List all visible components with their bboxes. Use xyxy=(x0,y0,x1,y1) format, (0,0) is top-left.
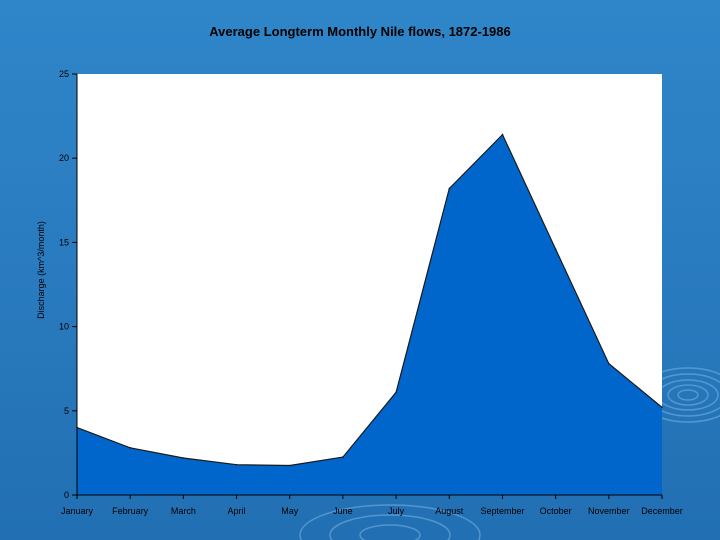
data-point xyxy=(395,391,397,394)
x-tick-label: August xyxy=(435,506,464,516)
data-point xyxy=(501,133,504,136)
data-point xyxy=(288,464,291,467)
x-tick-label: May xyxy=(281,506,299,516)
x-tick-label: September xyxy=(480,506,524,516)
x-tick-label: December xyxy=(641,506,683,516)
x-tick-label: March xyxy=(171,506,196,516)
x-tick-label: February xyxy=(112,506,149,516)
data-point xyxy=(182,457,185,459)
series-outline xyxy=(76,133,663,467)
y-tick-label: 20 xyxy=(59,153,69,163)
series-group xyxy=(76,133,663,495)
x-tick-label: July xyxy=(388,506,405,516)
x-tick-label: April xyxy=(228,506,246,516)
axis-lines xyxy=(76,74,662,496)
x-tick-label: January xyxy=(61,506,94,516)
y-tick-label: 0 xyxy=(64,490,69,500)
data-point xyxy=(608,362,610,365)
x-tick-label: November xyxy=(588,506,630,516)
y-tick-label: 10 xyxy=(59,322,69,332)
data-point xyxy=(554,248,557,250)
data-point xyxy=(129,447,131,449)
chart-title: Average Longterm Monthly Nile flows, 187… xyxy=(209,24,511,39)
data-point xyxy=(448,187,451,190)
data-point xyxy=(235,463,238,466)
x-axis: January February March April May June July Augu… xyxy=(61,495,683,516)
x-tick-label: October xyxy=(540,506,572,516)
y-tick-label: 25 xyxy=(59,69,69,79)
data-point xyxy=(661,406,663,409)
y-tick-label: 15 xyxy=(59,237,69,247)
y-tick-label: 5 xyxy=(64,406,69,416)
x-tick-label: June xyxy=(333,506,353,516)
y-axis: 0 5 10 15 20 25 xyxy=(59,69,77,500)
series-area xyxy=(77,134,662,495)
data-point xyxy=(342,456,344,458)
